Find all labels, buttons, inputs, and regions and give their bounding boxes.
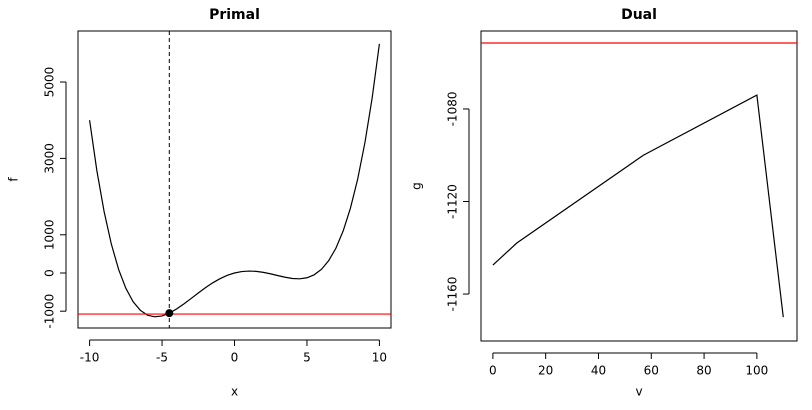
y-axis-label: f: [7, 177, 21, 182]
x-tick-label: 80: [696, 364, 711, 378]
y-tick-label: 0: [43, 269, 57, 277]
y-tick-label: 1000: [43, 220, 57, 251]
x-tick-label: 100: [745, 364, 768, 378]
y-tick-label: -1120: [446, 184, 460, 219]
x-axis-label: x: [231, 385, 238, 399]
y-tick-label: 3000: [43, 143, 57, 174]
y-tick-label: 5000: [43, 67, 57, 98]
y-axis-label: g: [410, 182, 424, 190]
y-tick-label: -1160: [446, 277, 460, 312]
y-tick-label: -1000: [43, 294, 57, 329]
x-tick-label: -5: [156, 351, 168, 365]
x-tick-label: 0: [489, 364, 497, 378]
x-tick-label: -10: [80, 351, 100, 365]
x-tick-label: 20: [538, 364, 553, 378]
chart-title: Dual: [621, 7, 657, 23]
x-axis-label: v: [635, 385, 642, 399]
x-tick-label: 40: [591, 364, 606, 378]
x-tick-label: 60: [644, 364, 659, 378]
x-tick-label: 5: [303, 351, 311, 365]
y-tick-label: -1080: [446, 92, 460, 127]
x-tick-label: 10: [372, 351, 387, 365]
plot-frame: [480, 30, 798, 342]
point: [165, 309, 174, 318]
chart-title: Primal: [209, 7, 260, 23]
x-tick-label: 0: [231, 351, 239, 365]
plot-frame: [77, 30, 392, 329]
data-line: [492, 94, 784, 318]
data-line: [88, 43, 381, 318]
